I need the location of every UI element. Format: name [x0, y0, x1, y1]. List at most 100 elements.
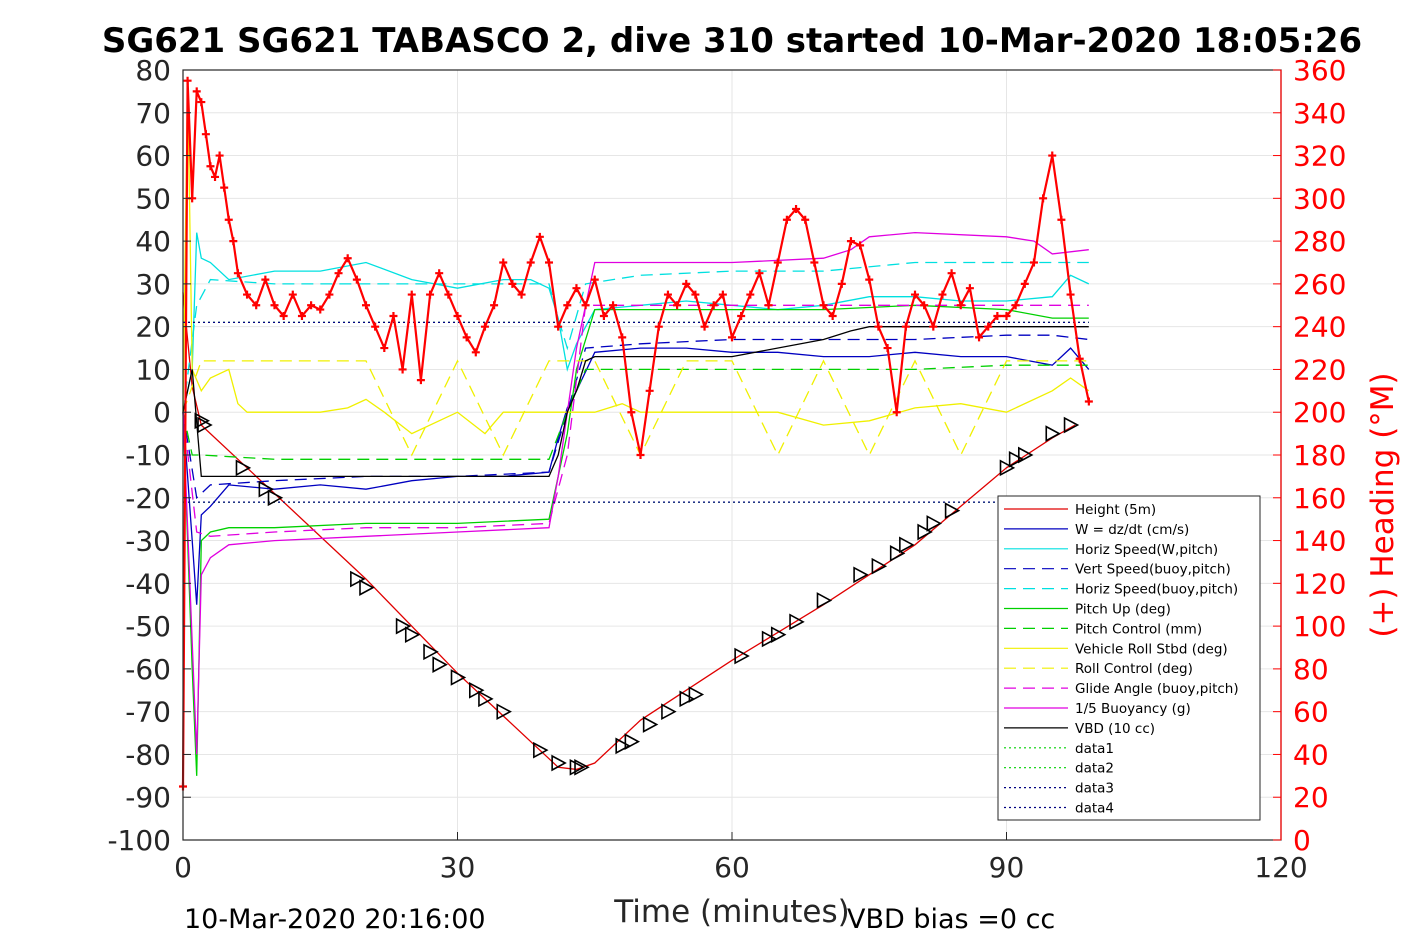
legend-label: data1: [1075, 741, 1114, 757]
depth-marker: [889, 545, 906, 562]
heading-point: [828, 311, 837, 320]
heading-point: [810, 258, 819, 267]
depth-marker: [574, 758, 590, 776]
heading-point: [362, 301, 370, 310]
depth-marker: [734, 647, 750, 665]
heading-point: [490, 301, 499, 310]
heading-point: [673, 301, 682, 310]
y-left-tick-label: 10: [135, 353, 171, 386]
heading-point: [846, 237, 855, 246]
legend: Height (5m) W = dz/dt (cm/s) Horiz Speed(W…: [997, 495, 1261, 821]
plot-area: [179, 76, 1093, 791]
x-tick-label: 30: [440, 851, 476, 884]
legend-label: W = dz/dt (cm/s): [1075, 522, 1189, 538]
heading-point: [389, 311, 398, 320]
y-left-tick-label: -10: [125, 439, 171, 472]
y-left-tick-label: 40: [135, 225, 171, 258]
y-right-tick-label: 0: [1293, 824, 1311, 857]
depth-marker: [926, 515, 942, 532]
heading-point: [279, 311, 288, 320]
depth-marker: [468, 681, 485, 699]
depth-marker: [533, 741, 549, 759]
heading-point: [453, 311, 462, 320]
heading-point: [609, 301, 618, 310]
legend-label: Roll Control (deg): [1075, 661, 1193, 677]
series-vbd-10-cc: [182, 326, 1089, 478]
heading-point: [755, 269, 764, 278]
depth-marker: [350, 570, 366, 588]
series-w-dz-dt-cm-s: [182, 347, 1090, 605]
right-axis-label: (+) Heading (°M): [1365, 372, 1401, 637]
depth-marker: [450, 669, 467, 686]
heading-point: [792, 205, 801, 214]
depth-marker: [688, 686, 705, 703]
heading-point: [1002, 311, 1011, 320]
y-left-tick-label: -50: [125, 610, 171, 643]
depth-marker: [871, 557, 888, 575]
y-right-tick-label: 260: [1293, 268, 1346, 301]
legend-label: Glide Angle (buoy,pitch): [1075, 681, 1239, 697]
heading-point: [929, 322, 938, 331]
y-left-tick-label: 60: [135, 140, 171, 173]
depth-marker: [899, 536, 915, 554]
heading-point: [183, 76, 192, 85]
heading-point: [938, 290, 947, 299]
heading-point: [892, 408, 901, 417]
depth-marker: [642, 716, 659, 733]
legend-label: VBD (10 cc): [1075, 721, 1155, 737]
heading-point: [444, 290, 453, 299]
heading-point: [663, 290, 672, 299]
heading-point: [947, 269, 956, 278]
heading-point: [782, 215, 791, 224]
footer-vbd-bias: VBD bias =0 cc: [847, 904, 1055, 935]
y-right-tick-label: 340: [1293, 97, 1346, 130]
y-right-tick-label: 140: [1293, 525, 1346, 558]
heading-point: [288, 290, 297, 299]
heading-point: [201, 130, 210, 139]
legend-label: Horiz Speed(W,pitch): [1075, 542, 1218, 558]
depth-marker: [197, 416, 213, 434]
heading-point: [1020, 279, 1029, 288]
y-right-tick-label: 160: [1293, 482, 1346, 515]
x-tick-label: 90: [989, 851, 1025, 884]
y-left-tick-label: -90: [125, 781, 171, 814]
depth-marker: [1045, 425, 1061, 442]
depth-marker: [359, 579, 375, 596]
heading-point: [416, 376, 425, 385]
x-tick-label: 0: [174, 851, 192, 884]
series-horiz-speed-buoy-pitch: [182, 261, 1089, 413]
y-left-tick-label: 50: [135, 182, 171, 215]
heading-point: [307, 301, 316, 310]
heading-point: [865, 275, 874, 284]
y-left-tick-label: 70: [135, 97, 171, 130]
legend-label: Pitch Control (mm): [1075, 621, 1202, 637]
heading-point: [426, 290, 435, 299]
heading-point: [581, 301, 590, 310]
heading-point: [343, 254, 352, 263]
heading-point: [197, 98, 206, 107]
depth-marker: [235, 459, 252, 477]
heading-point: [920, 301, 929, 310]
y-right-tick-label: 180: [1293, 439, 1346, 472]
heading-point: [233, 269, 242, 278]
depth-marker: [853, 566, 869, 584]
depth-marker: [551, 754, 567, 772]
y-right-tick-label: 220: [1293, 353, 1346, 386]
depth-marker: [395, 617, 412, 635]
heading-point: [627, 408, 636, 417]
depth-marker: [432, 656, 448, 673]
legend-label: data3: [1075, 781, 1114, 797]
y-left-tick-label: -70: [125, 696, 171, 729]
depth-marker: [569, 758, 586, 776]
heading-point: [764, 301, 773, 310]
depth-marker: [1017, 446, 1034, 464]
heading-point: [545, 258, 553, 267]
heading-point: [220, 183, 229, 192]
depth-marker: [999, 459, 1016, 477]
depth-marker: [615, 737, 631, 755]
heading-point: [563, 301, 572, 310]
depth-marker: [944, 502, 961, 519]
axes: 0 30 60 90 12080706050403020100-10-20-30-40-…: [107, 54, 1346, 884]
y-left-tick-label: 80: [135, 54, 171, 87]
heading-point: [261, 275, 270, 284]
